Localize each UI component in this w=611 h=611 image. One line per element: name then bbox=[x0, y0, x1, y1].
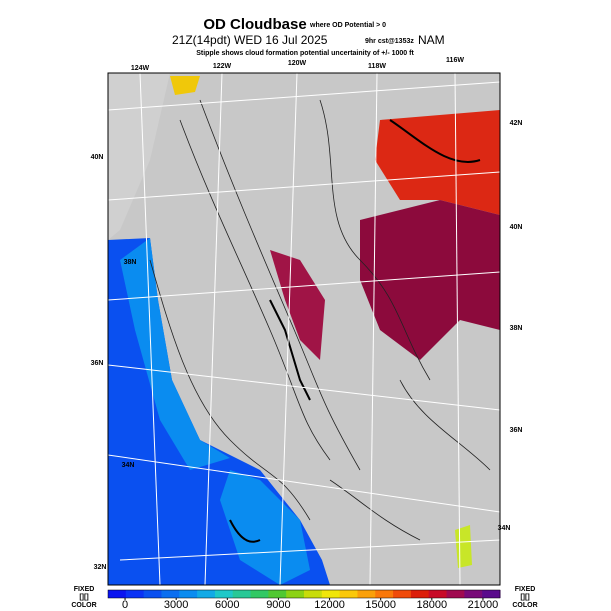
colorbar-right-label: COLOR bbox=[512, 602, 537, 609]
latitude-label: 42N bbox=[510, 120, 523, 127]
colorbar-frame bbox=[107, 589, 501, 599]
colorbar-swatch bbox=[197, 590, 216, 598]
map bbox=[107, 72, 501, 586]
colorbar-right-label: [][] bbox=[520, 594, 529, 601]
small-area bbox=[455, 525, 472, 568]
colorbar-swatch bbox=[108, 590, 127, 598]
latitude-label: 34N bbox=[122, 462, 135, 469]
colorbar-swatch bbox=[321, 590, 341, 598]
forecast: 9hr cst@1353z bbox=[365, 38, 414, 45]
colorbar-swatch bbox=[179, 590, 198, 598]
colorbar-swatch bbox=[357, 590, 376, 598]
longitude-label: 124W bbox=[131, 65, 150, 72]
latitude-label: 38N bbox=[510, 325, 523, 332]
colorbar-swatch bbox=[446, 590, 465, 598]
latitude-label: 36N bbox=[91, 360, 104, 367]
latitude-label: 34N bbox=[498, 525, 511, 532]
small-area bbox=[170, 76, 200, 95]
model: NAM bbox=[418, 33, 445, 47]
latitude-label: 36N bbox=[510, 427, 523, 434]
land-north bbox=[108, 73, 170, 240]
colorbar-tick-label: 21000 bbox=[468, 599, 499, 611]
colorbar-tick-label: 3000 bbox=[164, 599, 188, 611]
colorbar-tick-label: 0 bbox=[122, 599, 128, 611]
colorbar-swatch bbox=[125, 590, 145, 598]
colorbar-swatch bbox=[214, 590, 234, 598]
latitude-label: 40N bbox=[91, 154, 104, 161]
title: OD Cloudbase bbox=[203, 16, 306, 33]
colorbar-tick-label: 6000 bbox=[215, 599, 239, 611]
longitude-label: 118W bbox=[368, 63, 386, 70]
colorbar-swatch bbox=[161, 590, 180, 598]
warm-area-core bbox=[360, 200, 500, 360]
longitude-label: 122W bbox=[213, 63, 232, 70]
colorbar-swatch bbox=[393, 590, 412, 598]
colorbar-swatch bbox=[428, 590, 448, 598]
colorbar-swatch bbox=[143, 590, 162, 598]
colorbar-swatch bbox=[250, 590, 269, 598]
colorbar-left-label: FIXED bbox=[74, 586, 95, 593]
colorbar: 0 3000 6000 9000 12000 15000 18000 21000 bbox=[107, 589, 501, 611]
colorbar-swatch bbox=[482, 590, 501, 598]
colorbar-right-label: FIXED bbox=[515, 586, 536, 593]
colorbar-swatch bbox=[286, 590, 305, 598]
colorbar-left-label: COLOR bbox=[71, 602, 96, 609]
latitude-label: 38N bbox=[124, 259, 137, 266]
colorbar-swatch bbox=[304, 590, 323, 598]
colorbar-swatch bbox=[375, 590, 394, 598]
sierra-area bbox=[270, 250, 325, 360]
ocean-bight bbox=[220, 470, 310, 585]
subtitle: Stipple shows cloud formation potential … bbox=[196, 50, 414, 57]
warm-area bbox=[375, 110, 500, 215]
longitude-label: 116W bbox=[446, 57, 464, 64]
colorbar-swatch bbox=[339, 590, 358, 598]
ocean-near-coast bbox=[120, 238, 230, 470]
latitude-label: 32N bbox=[94, 564, 107, 571]
valid-time: 21Z(14pdt) WED 16 Jul 2025 bbox=[172, 33, 328, 47]
colorbar-swatch bbox=[268, 590, 287, 598]
latitude-label: 40N bbox=[510, 224, 523, 231]
longitude-label: 120W bbox=[288, 60, 307, 67]
colorbar-tick-label: 9000 bbox=[266, 599, 290, 611]
colorbar-swatch bbox=[410, 590, 430, 598]
colorbar-swatch bbox=[232, 590, 252, 598]
colorbar-tick-label: 18000 bbox=[417, 599, 448, 611]
colorbar-tick-label: 12000 bbox=[314, 599, 345, 611]
colorbar-swatch bbox=[464, 590, 483, 598]
colorbar-tick-label: 15000 bbox=[365, 599, 396, 611]
map-frame bbox=[107, 72, 501, 586]
colorbar-left-label: [][] bbox=[79, 594, 88, 601]
title-note: where OD Potential > 0 bbox=[309, 22, 386, 29]
